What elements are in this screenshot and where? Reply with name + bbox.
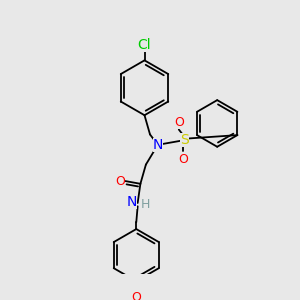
Text: S: S	[180, 133, 189, 147]
Text: N: N	[126, 195, 137, 208]
Text: O: O	[116, 175, 125, 188]
Text: H: H	[140, 198, 150, 211]
Text: O: O	[178, 153, 188, 166]
Text: N: N	[153, 138, 164, 152]
Text: O: O	[174, 116, 184, 129]
Text: Cl: Cl	[138, 38, 151, 52]
Text: O: O	[131, 291, 141, 300]
